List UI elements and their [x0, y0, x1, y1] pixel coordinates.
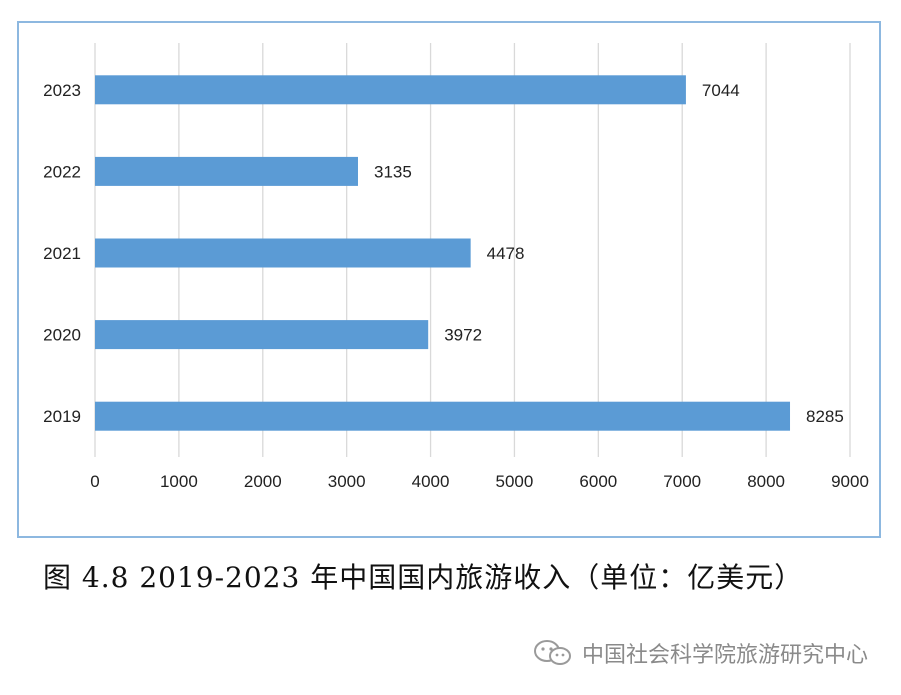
wechat-icon	[534, 640, 571, 665]
y-tick-label: 2019	[43, 407, 81, 426]
watermark-text: 中国社会科学院旅游研究中心	[582, 643, 869, 668]
x-tick-label: 0	[90, 472, 99, 491]
figure-caption: 图 4.8 2019-2023 年中国国内旅游收入（单位：亿美元）	[43, 561, 804, 594]
x-tick-label: 5000	[496, 472, 534, 491]
x-tick-label: 4000	[412, 472, 450, 491]
bar	[95, 156, 358, 186]
x-tick-label: 1000	[160, 472, 198, 491]
data-label: 4478	[487, 244, 525, 263]
data-label: 8285	[806, 407, 844, 426]
x-tick-label: 9000	[831, 472, 869, 491]
data-label: 3972	[444, 326, 482, 345]
bar	[95, 238, 471, 268]
bar	[95, 320, 429, 350]
x-tick-label: 7000	[663, 472, 701, 491]
x-tick-label: 6000	[579, 472, 617, 491]
data-label: 7044	[702, 81, 740, 100]
y-tick-label: 2022	[43, 162, 81, 181]
chart-frame: 0 1000 2000 3000 4000 5000 6000 7000 8000 9000 202…	[17, 21, 881, 538]
x-tick-label: 8000	[747, 472, 785, 491]
data-label: 3135	[374, 162, 412, 181]
y-tick-label: 2020	[43, 326, 81, 345]
bar	[95, 401, 791, 431]
bar	[95, 75, 686, 105]
x-tick-label: 3000	[328, 472, 366, 491]
y-tick-label: 2021	[43, 244, 81, 263]
y-tick-label: 2023	[43, 81, 81, 100]
x-tick-label: 2000	[244, 472, 282, 491]
bar-chart: 0 1000 2000 3000 4000 5000 6000 7000 8000 9000 202…	[43, 43, 869, 491]
watermark: 中国社会科学院旅游研究中心	[532, 637, 868, 669]
